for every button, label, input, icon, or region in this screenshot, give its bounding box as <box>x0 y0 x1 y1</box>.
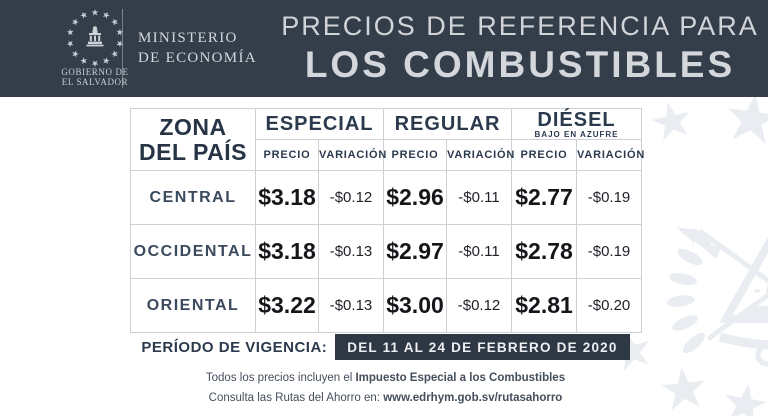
price-cell: $2.96 <box>383 170 447 225</box>
url-note-text: Consulta las Rutas del Ahorro en: <box>208 392 384 404</box>
diesel-variacion-header: VARIACIÓN <box>576 139 644 171</box>
gobierno-line2: EL SALVADOR <box>61 77 129 87</box>
tax-note: Todos los precios incluyen el Impuesto E… <box>130 372 641 384</box>
header-divider <box>122 9 123 88</box>
period-date-badge: DEL 11 AL 24 DE FEBRERO DE 2020 <box>335 334 630 360</box>
variation-cell: -$0.11 <box>445 170 513 225</box>
price-cell: $2.81 <box>511 278 578 333</box>
ministry-line1: MINISTERIO <box>138 30 238 46</box>
price-cell: $3.18 <box>255 170 319 225</box>
zone-cell: CENTRAL <box>130 170 256 225</box>
monument-glyph <box>86 26 104 47</box>
table-row-oriental: ORIENTAL $3.22 -$0.13 $3.00 -$0.12 $2.81… <box>130 278 643 333</box>
variation-cell: -$0.13 <box>318 224 384 279</box>
gobierno-el-salvador-logo: GOBIERNO DE EL SALVADOR <box>61 5 128 93</box>
ministry-name: MINISTERIO DE ECONOMÍA <box>138 28 257 68</box>
diesel-sublabel: BAJO EN AZUFRE <box>534 130 619 139</box>
gobierno-wordmark: GOBIERNO DE EL SALVADOR <box>40 67 150 87</box>
regular-variacion-header: VARIACIÓN <box>445 139 514 171</box>
tax-note-text: Todos los precios incluyen el <box>205 372 356 384</box>
variation-cell: -$0.11 <box>445 224 513 279</box>
watermark-coat-of-arms <box>667 227 768 367</box>
variation-cell: -$0.19 <box>576 170 643 225</box>
diesel-label: DIÉSEL <box>537 109 616 131</box>
variation-cell: -$0.12 <box>318 170 384 225</box>
variation-cell: -$0.13 <box>318 278 384 333</box>
price-cell: $2.97 <box>383 224 447 279</box>
title-line2: LOS COMBUSTIBLES <box>304 44 736 85</box>
zone-cell: ORIENTAL <box>130 278 256 333</box>
tax-note-bold: Impuesto Especial a los Combustibles <box>355 372 566 384</box>
regular-precio-header: PRECIO <box>383 139 447 171</box>
ministry-line2: DE ECONOMÍA <box>138 50 257 66</box>
especial-label: ESPECIAL <box>265 112 374 135</box>
url-note-bold: www.edrhym.gob.sv/rutasahorro <box>383 392 563 404</box>
especial-precio-header: PRECIO <box>255 139 319 171</box>
price-cell: $3.22 <box>255 278 319 333</box>
regular-label: REGULAR <box>394 112 501 135</box>
diesel-precio-header: PRECIO <box>511 139 578 171</box>
prices-table: ZONA DEL PAÍS ESPECIAL REGULAR DIÉSEL BA… <box>130 108 644 333</box>
group-header-diesel: DIÉSEL BAJO EN AZUFRE <box>511 108 643 140</box>
coat-of-arms-icon <box>65 9 125 67</box>
url-note: Consulta las Rutas del Ahorro en: www.ed… <box>130 392 641 404</box>
group-header-regular: REGULAR <box>382 108 513 140</box>
price-cell: $3.00 <box>383 278 447 333</box>
title-line1: PRECIOS DE REFERENCIA PARA <box>281 11 759 41</box>
header-band: GOBIERNO DE EL SALVADOR MINISTERIO DE EC… <box>0 0 768 97</box>
price-cell: $2.77 <box>511 170 578 225</box>
zone-cell: OCCIDENTAL <box>130 224 256 279</box>
variation-cell: -$0.19 <box>576 224 643 279</box>
variation-cell: -$0.12 <box>445 278 513 333</box>
validity-period: PERÍODO DE VIGENCIA: DEL 11 AL 24 DE FEB… <box>130 334 641 360</box>
content-area: ZONA DEL PAÍS ESPECIAL REGULAR DIÉSEL BA… <box>0 97 768 416</box>
group-header-especial: ESPECIAL <box>255 108 384 140</box>
especial-variacion-header: VARIACIÓN <box>318 139 386 171</box>
zone-column-header: ZONA DEL PAÍS <box>130 108 256 171</box>
price-cell: $3.18 <box>255 224 319 279</box>
page-title: PRECIOS DE REFERENCIA PARA LOS COMBUSTIB… <box>276 11 764 86</box>
zone-header-line1: ZONA <box>159 113 227 140</box>
gobierno-line1: GOBIERNO DE <box>61 67 129 77</box>
table-row-central: CENTRAL $3.18 -$0.12 $2.96 -$0.11 $2.77 … <box>130 170 643 225</box>
variation-cell: -$0.20 <box>576 278 643 333</box>
table-row-occidental: OCCIDENTAL $3.18 -$0.13 $2.97 -$0.11 $2.… <box>130 224 643 279</box>
price-cell: $2.78 <box>511 224 578 279</box>
zone-header-line2: DEL PAÍS <box>139 138 247 165</box>
period-label: PERÍODO DE VIGENCIA: <box>141 338 328 356</box>
